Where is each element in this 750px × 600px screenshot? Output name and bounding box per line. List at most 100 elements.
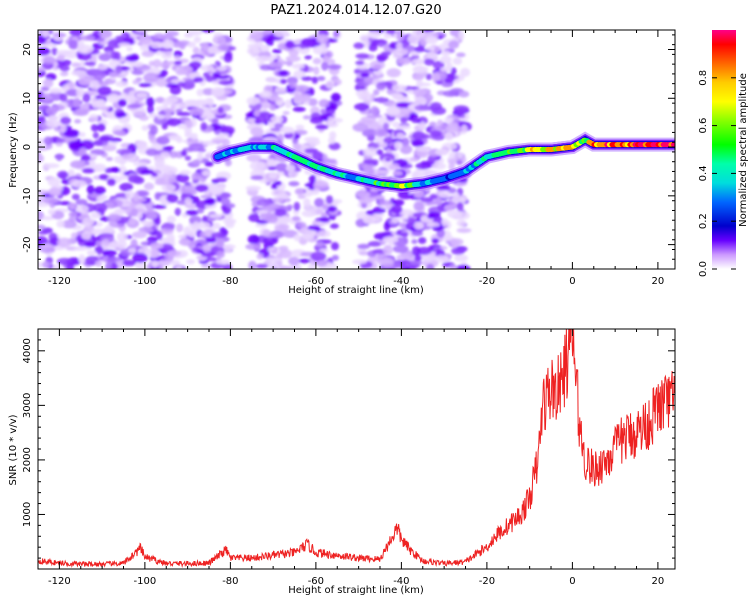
spectrogram-noise-blob (268, 171, 278, 179)
spectrogram-noise-blob (169, 150, 178, 159)
spectrogram-noise-blob (151, 172, 158, 177)
spectrogram-noise-blob (38, 224, 46, 230)
spectrogram-noise-blob (313, 180, 329, 191)
spectrogram-noise-blob (47, 209, 56, 215)
spectrogram-noise-blob (78, 254, 86, 264)
spectrogram-noise-blob (304, 148, 318, 154)
spectrogram-noise-blob (141, 50, 155, 58)
spectrogram-noise-blob (110, 51, 118, 60)
spectrogram-noise-blob (121, 259, 137, 267)
spectrogram-noise-blob (416, 246, 432, 255)
y-tick-label: 4000 (22, 338, 33, 363)
spectrogram-noise-blob (225, 220, 235, 229)
spectrogram-noise-blob (48, 91, 64, 101)
spectrogram-noise-blob (425, 73, 433, 81)
spectrogram-noise-blob (314, 197, 324, 208)
spectrogram-noise-blob (304, 55, 312, 60)
spectrogram-noise-blob (431, 162, 447, 170)
spectrogram-noise-blob (375, 81, 386, 91)
spectrogram-noise-blob (68, 39, 78, 49)
spectrogram-noise-blob (166, 250, 182, 257)
spectrogram-noise-blob (125, 189, 135, 200)
spectrogram-noise-blob (352, 259, 367, 265)
spectrogram-noise-blob (92, 163, 107, 172)
spectrogram-noise-blob (307, 225, 321, 231)
spectrogram-noise-blob (265, 37, 275, 46)
spectrogram-noise-blob (164, 96, 179, 104)
spectrogram-noise-blob (135, 92, 148, 99)
spectrogram-noise-blob (368, 43, 378, 52)
x-tick-label: 20 (652, 276, 665, 287)
spectrogram-noise-blob (381, 51, 392, 56)
spectrogram-noise-blob (417, 116, 428, 125)
spectrogram-noise-blob (200, 64, 214, 72)
spectrogram-noise-blob (56, 49, 72, 55)
spectrogram-noise-blob (289, 82, 298, 89)
spectrogram-noise-blob (127, 247, 137, 254)
spectrogram-noise-blob (301, 210, 317, 218)
spectrogram-noise-blob (193, 36, 202, 43)
spectrogram-noise-blob (133, 111, 146, 116)
spectrogram-noise-blob (253, 110, 261, 117)
spectrogram-noise-blob (395, 125, 411, 130)
spectrogram-noise-blob (355, 60, 365, 66)
spectrogram-noise-blob (129, 61, 144, 68)
spectrogram-noise-blob (215, 259, 231, 265)
spectrogram-noise-blob (419, 121, 427, 130)
spectrogram-noise-blob (83, 61, 96, 66)
spectrogram-noise-blob (108, 137, 123, 143)
spectrogram-noise-blob (331, 92, 341, 103)
spectrogram-noise-blob (71, 62, 81, 68)
spectrogram-noise-blob (189, 107, 204, 116)
spectrogram-noise-blob (390, 204, 403, 214)
spectrogram-noise-blob (82, 93, 91, 103)
spectrogram-noise-blob (113, 129, 126, 136)
spectrogram-noise-blob (161, 39, 174, 50)
spectrogram-noise-blob (265, 214, 278, 224)
spectrogram-noise-blob (79, 139, 95, 150)
y-tick-label: 10 (22, 92, 33, 105)
spectrogram-noise-blob (266, 262, 279, 269)
x-tick-label: -60 (308, 576, 324, 587)
spectrogram-noise-blob (435, 149, 449, 156)
spectrogram-noise-blob (270, 115, 284, 124)
spectrogram-noise-blob (92, 132, 100, 139)
spectrogram-noise-blob (102, 144, 117, 152)
spectrogram-noise-blob (43, 136, 53, 145)
spectrogram-noise-blob (147, 212, 158, 220)
spectrogram-noise-blob (249, 30, 264, 41)
spectrogram-noise-blob (456, 152, 464, 158)
spectrogram-noise-blob (192, 46, 200, 55)
spectrogram-noise-blob (247, 234, 260, 245)
spectrogram-noise-blob (413, 201, 425, 211)
spectrogram-noise-blob (93, 202, 108, 213)
spectrogram-noise-blob (415, 146, 430, 152)
spectrogram-noise-blob (216, 95, 228, 101)
spectrogram-noise-blob (265, 77, 279, 83)
spectrogram-noise-blob (367, 241, 382, 247)
snr-series-line (38, 329, 675, 568)
spectrogram-noise-blob (451, 196, 467, 204)
spectrogram-noise-blob (95, 37, 105, 42)
spectrogram-noise-blob (115, 64, 122, 75)
spectrogram-noise-blob (439, 55, 452, 64)
spectrogram-noise-blob (255, 219, 269, 225)
spectrogram-noise-blob (264, 30, 273, 35)
spectrogram-noise-blob (68, 140, 84, 150)
spectrogram-noise-blob (383, 221, 391, 231)
spectrogram-noise-blob (184, 155, 192, 161)
spectrogram-noise-blob (145, 201, 155, 211)
spectrogram-noise-blob (401, 137, 410, 147)
spectrogram-noise-blob (90, 124, 99, 132)
spectrogram-noise-blob (312, 45, 329, 55)
spectrogram-noise-blob (107, 213, 122, 222)
spectrogram-noise-blob (388, 163, 400, 171)
spectrogram-noise-blob (451, 192, 460, 199)
spectrogram-noise-blob (38, 152, 43, 163)
x-tick-label: -60 (308, 276, 324, 287)
spectrogram-noise-blob (168, 177, 175, 185)
spectrogram-noise-blob (178, 238, 191, 246)
spectrogram-noise-blob (173, 55, 181, 61)
spectrogram-noise-blob (71, 193, 80, 201)
spectrogram-noise-blob (451, 246, 466, 255)
